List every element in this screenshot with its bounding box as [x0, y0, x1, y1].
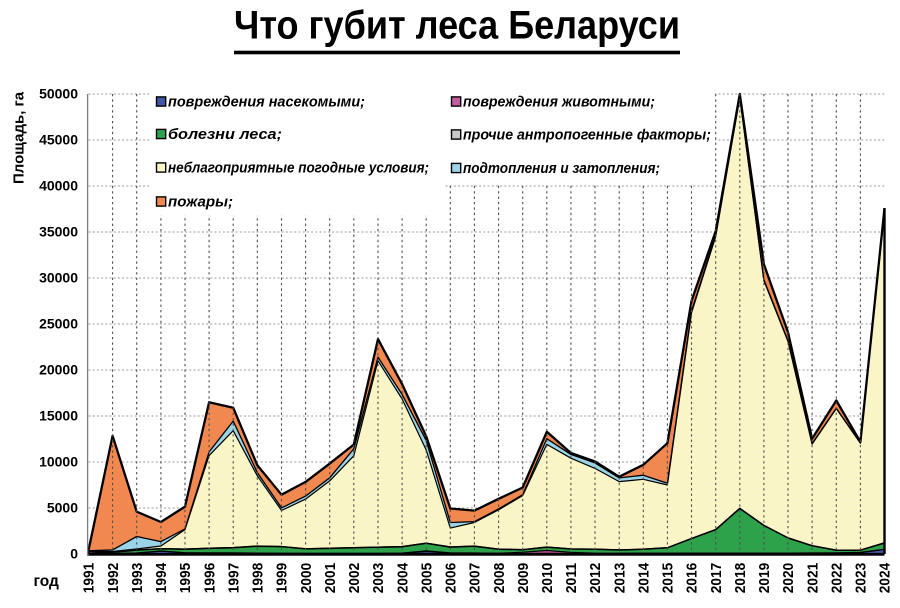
svg-text:2011: 2011	[564, 563, 580, 594]
svg-text:35000: 35000	[39, 224, 78, 240]
svg-text:40000: 40000	[39, 178, 78, 194]
svg-text:2022: 2022	[830, 563, 846, 594]
svg-text:2016: 2016	[685, 563, 701, 594]
svg-text:неблагоприятные погодные услов: неблагоприятные погодные условия;	[168, 161, 429, 177]
svg-text:2023: 2023	[854, 563, 870, 594]
svg-text:1996: 1996	[202, 563, 218, 594]
svg-text:2001: 2001	[323, 563, 339, 594]
svg-text:2008: 2008	[492, 563, 508, 594]
svg-text:1999: 1999	[275, 563, 291, 594]
svg-text:2009: 2009	[516, 563, 532, 594]
svg-text:1994: 1994	[154, 563, 170, 594]
svg-text:1992: 1992	[106, 563, 122, 594]
svg-text:5000: 5000	[47, 500, 78, 516]
svg-text:2024: 2024	[878, 563, 894, 594]
svg-text:1991: 1991	[82, 563, 98, 594]
svg-text:2006: 2006	[444, 563, 460, 594]
svg-text:10000: 10000	[39, 454, 78, 470]
svg-text:2003: 2003	[371, 563, 387, 594]
svg-text:Что губит леса Беларуси: Что губит леса Беларуси	[234, 4, 680, 48]
svg-text:1993: 1993	[130, 563, 146, 594]
svg-text:2005: 2005	[419, 563, 435, 594]
svg-text:2012: 2012	[588, 563, 604, 594]
svg-text:25000: 25000	[39, 316, 78, 332]
svg-text:2000: 2000	[299, 563, 315, 594]
svg-text:15000: 15000	[39, 408, 78, 424]
svg-text:2021: 2021	[805, 563, 821, 594]
svg-text:2018: 2018	[733, 563, 749, 594]
svg-text:50000: 50000	[39, 86, 78, 102]
svg-text:1995: 1995	[178, 563, 194, 594]
svg-text:1998: 1998	[251, 563, 267, 594]
svg-text:подтопления и затопления;: подтопления и затопления;	[463, 161, 660, 177]
svg-text:2020: 2020	[781, 563, 797, 594]
svg-text:1997: 1997	[226, 563, 242, 594]
svg-text:45000: 45000	[39, 132, 78, 148]
svg-text:2017: 2017	[709, 563, 725, 594]
svg-text:30000: 30000	[39, 270, 78, 286]
svg-text:2004: 2004	[395, 563, 411, 594]
svg-text:повреждения насекомыми;: повреждения насекомыми;	[168, 95, 365, 111]
svg-text:2015: 2015	[661, 563, 677, 594]
svg-text:20000: 20000	[39, 362, 78, 378]
svg-text:0: 0	[70, 546, 78, 562]
svg-text:прочие антропогенные факторы;: прочие антропогенные факторы;	[463, 128, 711, 144]
svg-text:Площадь, га: Площадь, га	[11, 91, 28, 184]
svg-text:повреждения животными;: повреждения животными;	[463, 95, 655, 111]
svg-text:2010: 2010	[540, 563, 556, 594]
svg-text:2019: 2019	[757, 563, 773, 594]
svg-text:болезни леса;: болезни леса;	[168, 127, 282, 143]
svg-text:2002: 2002	[347, 563, 363, 594]
svg-text:2007: 2007	[468, 563, 484, 594]
svg-text:год: год	[34, 573, 60, 590]
svg-text:пожары;: пожары;	[168, 195, 233, 211]
svg-text:2013: 2013	[612, 563, 628, 594]
svg-text:2014: 2014	[637, 563, 653, 594]
